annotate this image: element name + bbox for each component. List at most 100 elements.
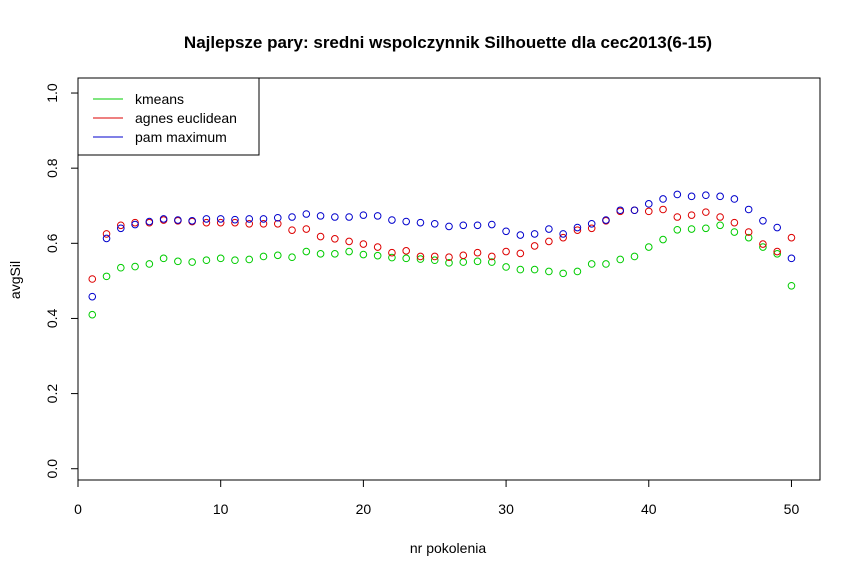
data-point xyxy=(687,192,696,201)
data-point xyxy=(459,251,468,260)
data-point xyxy=(630,206,639,215)
data-point xyxy=(288,213,296,221)
data-point xyxy=(744,228,753,236)
data-point xyxy=(787,281,796,290)
data-point xyxy=(331,250,339,258)
data-point xyxy=(530,265,539,274)
x-axis-label: nr pokolenia xyxy=(410,540,486,556)
data-point xyxy=(273,219,282,228)
data-point xyxy=(773,247,781,256)
data-point xyxy=(174,257,182,266)
y-tick-label: 0.0 xyxy=(44,459,60,479)
data-point xyxy=(359,250,368,259)
data-point xyxy=(516,231,525,239)
data-point xyxy=(302,247,311,256)
data-point xyxy=(716,213,724,221)
data-point xyxy=(245,219,254,228)
data-point xyxy=(559,233,567,242)
data-point xyxy=(288,226,296,234)
data-point xyxy=(245,255,254,264)
data-point xyxy=(373,251,382,260)
data-point xyxy=(545,225,553,233)
data-point xyxy=(545,237,553,246)
data-point xyxy=(316,212,325,220)
data-point xyxy=(730,218,739,227)
data-point xyxy=(602,216,610,224)
data-point xyxy=(88,292,97,301)
data-point xyxy=(373,243,382,251)
data-point xyxy=(744,233,753,242)
data-point xyxy=(545,267,553,276)
data-point xyxy=(673,225,682,234)
data-point xyxy=(659,235,667,244)
data-point xyxy=(644,243,653,251)
data-point xyxy=(430,252,439,261)
data-point xyxy=(702,224,710,233)
y-tick-label: 0.4 xyxy=(44,309,60,329)
data-point xyxy=(773,223,781,232)
data-point xyxy=(216,254,225,263)
data-point xyxy=(145,217,154,226)
data-point xyxy=(502,263,510,271)
data-point xyxy=(659,195,667,203)
data-point xyxy=(773,250,781,258)
data-point xyxy=(131,262,139,271)
data-point xyxy=(787,233,796,242)
data-point xyxy=(530,230,539,238)
data-point xyxy=(787,254,796,263)
data-point xyxy=(88,310,97,319)
data-point xyxy=(573,223,582,232)
data-point xyxy=(345,247,353,256)
data-point xyxy=(359,240,368,248)
data-point xyxy=(445,222,453,231)
y-tick-label: 1.0 xyxy=(44,83,60,103)
data-point xyxy=(488,252,496,261)
data-point xyxy=(473,248,482,257)
data-point xyxy=(202,218,211,227)
data-point xyxy=(345,237,353,246)
x-tick-label: 30 xyxy=(498,501,514,517)
x-tick-label: 20 xyxy=(356,501,372,517)
series-agnes-euclidean xyxy=(88,205,796,283)
data-point xyxy=(459,258,468,266)
data-point xyxy=(702,208,710,216)
data-point xyxy=(559,269,567,278)
data-point xyxy=(231,215,239,224)
x-axis: 0 10 20 30 40 50 xyxy=(74,479,799,517)
data-point xyxy=(644,200,653,208)
data-point xyxy=(273,213,282,222)
data-point xyxy=(488,220,496,229)
data-point xyxy=(331,235,339,243)
data-point xyxy=(416,252,425,261)
data-point xyxy=(473,257,482,266)
series-pam-maximum xyxy=(88,190,796,301)
chart-title: Najlepsze pary: sredni wspolczynnik Silh… xyxy=(184,33,712,52)
y-tick-label: 0.2 xyxy=(44,384,60,404)
data-point xyxy=(202,256,211,265)
y-tick-label: 0.6 xyxy=(44,233,60,253)
data-point xyxy=(759,243,767,251)
data-point xyxy=(716,192,724,201)
data-point xyxy=(573,267,582,276)
legend-label: agnes euclidean xyxy=(135,110,237,126)
y-tick-label: 0.8 xyxy=(44,158,60,178)
data-point xyxy=(416,218,425,227)
data-point xyxy=(188,258,196,266)
data-point xyxy=(430,256,439,265)
data-point xyxy=(388,248,396,257)
data-point xyxy=(473,221,482,230)
data-point xyxy=(659,205,667,214)
data-point xyxy=(159,215,168,223)
data-point xyxy=(316,232,325,241)
data-point xyxy=(216,215,225,223)
data-point xyxy=(117,224,125,233)
x-tick-label: 0 xyxy=(74,501,82,517)
data-point xyxy=(687,225,696,233)
data-point xyxy=(231,256,239,265)
data-point xyxy=(759,240,767,248)
data-point xyxy=(673,190,682,199)
data-point xyxy=(416,255,425,263)
data-point xyxy=(516,249,525,258)
data-point xyxy=(188,216,196,225)
data-point xyxy=(131,220,139,229)
